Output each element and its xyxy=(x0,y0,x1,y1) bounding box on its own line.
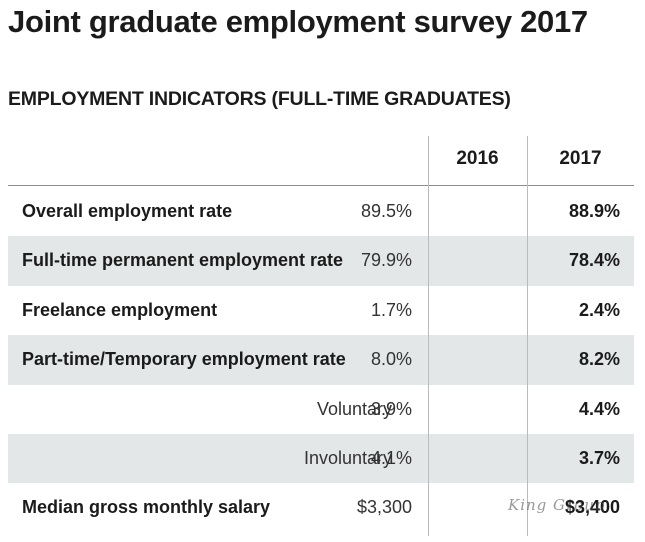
cell-2016: $3,300 xyxy=(356,497,412,518)
column-divider-2016 xyxy=(428,136,429,536)
cell-2016: 89.5% xyxy=(360,201,412,221)
row-label: Full-time permanent employment rate xyxy=(22,250,344,271)
table-body: Overall employment rate 89.5% 88.9% Full-ti… xyxy=(8,187,634,533)
table-row: Freelance employment 1.7% 2.4% xyxy=(8,286,634,335)
row-label: Freelance employment xyxy=(22,299,218,320)
table-row: Overall employment rate 89.5% 88.9% xyxy=(8,187,634,236)
cell-2017: 88.9% xyxy=(568,201,620,221)
cell-2016: 1.7% xyxy=(370,299,412,320)
row-label: Voluntary xyxy=(316,398,392,419)
table-subtitle: EMPLOYMENT INDICATORS (FULL-TIME GRADUAT… xyxy=(8,88,511,110)
cell-2017: 78.4% xyxy=(568,250,620,271)
cell-2016: 79.9% xyxy=(360,250,412,271)
row-label: Involuntary xyxy=(303,447,392,468)
column-header-2016: 2016 xyxy=(456,148,499,169)
employment-table: 2016 2017 Overall employment rate 89.5% 88… xyxy=(8,136,634,536)
cell-2016: 3.9% xyxy=(370,398,412,419)
cell-2017: 8.2% xyxy=(578,349,620,370)
row-label: Overall employment rate xyxy=(22,201,233,221)
column-header-2017: 2017 xyxy=(559,148,602,169)
row-label: Median gross monthly salary xyxy=(22,497,271,518)
cell-2017: 4.4% xyxy=(578,398,620,419)
cell-2017: 3.7% xyxy=(578,447,620,468)
table-row: Involuntary 4.1% 3.7% xyxy=(8,433,634,484)
table-row: Voluntary 3.9% 4.4% xyxy=(8,385,634,434)
column-divider-2017 xyxy=(527,136,528,536)
table-row: Full-time permanent employment rate 79.9%… xyxy=(8,236,634,286)
table-header-row: 2016 2017 xyxy=(8,136,634,186)
table-row: Part-time/Temporary employment rate 8.0% 8… xyxy=(8,335,634,385)
chart-title: Joint graduate employment survey 2017 xyxy=(8,4,588,39)
cell-2017: $3,400 xyxy=(564,497,620,518)
cell-2016: 8.0% xyxy=(370,349,412,370)
cell-2016: 4.1% xyxy=(370,447,412,468)
cell-2017: 2.4% xyxy=(578,299,620,320)
table-row: Median gross monthly salary $3,300 $3,400 xyxy=(8,483,634,532)
row-label: Part-time/Temporary employment rate xyxy=(22,349,346,370)
